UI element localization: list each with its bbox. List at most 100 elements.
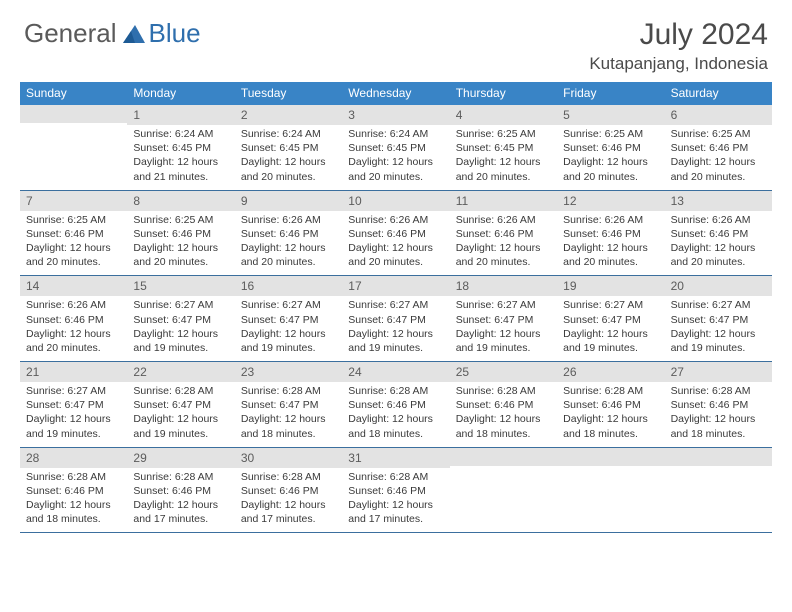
day-body: Sunrise: 6:28 AMSunset: 6:46 PMDaylight:… xyxy=(557,384,664,441)
day-body: Sunrise: 6:27 AMSunset: 6:47 PMDaylight:… xyxy=(557,298,664,355)
dow-mon: Monday xyxy=(127,82,234,105)
day-cell: 20Sunrise: 6:27 AMSunset: 6:47 PMDayligh… xyxy=(665,276,772,361)
day-body: Sunrise: 6:26 AMSunset: 6:46 PMDaylight:… xyxy=(450,213,557,270)
daylight-line: Daylight: 12 hours and 18 minutes. xyxy=(348,412,443,440)
day-number: 9 xyxy=(235,191,342,211)
daylight-line: Daylight: 12 hours and 18 minutes. xyxy=(26,498,121,526)
logo: General Blue xyxy=(24,18,201,49)
day-body: Sunrise: 6:28 AMSunset: 6:46 PMDaylight:… xyxy=(235,470,342,527)
day-cell: 16Sunrise: 6:27 AMSunset: 6:47 PMDayligh… xyxy=(235,276,342,361)
day-cell: 22Sunrise: 6:28 AMSunset: 6:47 PMDayligh… xyxy=(127,362,234,447)
sunset-line: Sunset: 6:46 PM xyxy=(671,227,766,241)
logo-word1: General xyxy=(24,18,117,49)
day-body: Sunrise: 6:26 AMSunset: 6:46 PMDaylight:… xyxy=(342,213,449,270)
daylight-line: Daylight: 12 hours and 21 minutes. xyxy=(133,155,228,183)
sunset-line: Sunset: 6:46 PM xyxy=(671,398,766,412)
day-body: Sunrise: 6:28 AMSunset: 6:47 PMDaylight:… xyxy=(235,384,342,441)
day-number: 6 xyxy=(665,105,772,125)
day-number: 11 xyxy=(450,191,557,211)
sunset-line: Sunset: 6:46 PM xyxy=(456,227,551,241)
day-body: Sunrise: 6:28 AMSunset: 6:46 PMDaylight:… xyxy=(127,470,234,527)
daylight-line: Daylight: 12 hours and 19 minutes. xyxy=(241,327,336,355)
day-cell: 19Sunrise: 6:27 AMSunset: 6:47 PMDayligh… xyxy=(557,276,664,361)
sunrise-line: Sunrise: 6:27 AM xyxy=(26,384,121,398)
daylight-line: Daylight: 12 hours and 18 minutes. xyxy=(241,412,336,440)
day-cell: 13Sunrise: 6:26 AMSunset: 6:46 PMDayligh… xyxy=(665,191,772,276)
logo-word2: Blue xyxy=(149,18,201,49)
day-cell: 6Sunrise: 6:25 AMSunset: 6:46 PMDaylight… xyxy=(665,105,772,190)
day-number: 22 xyxy=(127,362,234,382)
day-body: Sunrise: 6:27 AMSunset: 6:47 PMDaylight:… xyxy=(450,298,557,355)
day-body: Sunrise: 6:28 AMSunset: 6:46 PMDaylight:… xyxy=(450,384,557,441)
day-cell: 12Sunrise: 6:26 AMSunset: 6:46 PMDayligh… xyxy=(557,191,664,276)
day-body: Sunrise: 6:27 AMSunset: 6:47 PMDaylight:… xyxy=(665,298,772,355)
week-row: 21Sunrise: 6:27 AMSunset: 6:47 PMDayligh… xyxy=(20,362,772,448)
sunrise-line: Sunrise: 6:28 AM xyxy=(241,470,336,484)
week-row: 14Sunrise: 6:26 AMSunset: 6:46 PMDayligh… xyxy=(20,276,772,362)
daylight-line: Daylight: 12 hours and 17 minutes. xyxy=(133,498,228,526)
logo-sail-icon xyxy=(121,23,147,45)
day-cell: 11Sunrise: 6:26 AMSunset: 6:46 PMDayligh… xyxy=(450,191,557,276)
daylight-line: Daylight: 12 hours and 20 minutes. xyxy=(241,155,336,183)
day-number: 29 xyxy=(127,448,234,468)
sunrise-line: Sunrise: 6:28 AM xyxy=(348,470,443,484)
sunset-line: Sunset: 6:47 PM xyxy=(241,398,336,412)
daylight-line: Daylight: 12 hours and 18 minutes. xyxy=(456,412,551,440)
sunset-line: Sunset: 6:46 PM xyxy=(563,141,658,155)
daylight-line: Daylight: 12 hours and 20 minutes. xyxy=(348,241,443,269)
sunset-line: Sunset: 6:46 PM xyxy=(563,398,658,412)
day-number: 25 xyxy=(450,362,557,382)
dow-sun: Sunday xyxy=(20,82,127,105)
sunrise-line: Sunrise: 6:28 AM xyxy=(456,384,551,398)
daylight-line: Daylight: 12 hours and 20 minutes. xyxy=(26,327,121,355)
day-cell: 1Sunrise: 6:24 AMSunset: 6:45 PMDaylight… xyxy=(127,105,234,190)
sunrise-line: Sunrise: 6:24 AM xyxy=(133,127,228,141)
sunset-line: Sunset: 6:46 PM xyxy=(241,227,336,241)
day-number: 5 xyxy=(557,105,664,125)
sunrise-line: Sunrise: 6:25 AM xyxy=(563,127,658,141)
sunset-line: Sunset: 6:46 PM xyxy=(241,484,336,498)
day-body: Sunrise: 6:26 AMSunset: 6:46 PMDaylight:… xyxy=(20,298,127,355)
day-number: 16 xyxy=(235,276,342,296)
day-body: Sunrise: 6:24 AMSunset: 6:45 PMDaylight:… xyxy=(127,127,234,184)
sunset-line: Sunset: 6:46 PM xyxy=(456,398,551,412)
day-cell: 26Sunrise: 6:28 AMSunset: 6:46 PMDayligh… xyxy=(557,362,664,447)
day-number xyxy=(665,448,772,466)
daylight-line: Daylight: 12 hours and 20 minutes. xyxy=(348,155,443,183)
weeks-container: 1Sunrise: 6:24 AMSunset: 6:45 PMDaylight… xyxy=(20,105,772,533)
day-number: 8 xyxy=(127,191,234,211)
day-number: 1 xyxy=(127,105,234,125)
sunset-line: Sunset: 6:47 PM xyxy=(133,398,228,412)
sunrise-line: Sunrise: 6:25 AM xyxy=(456,127,551,141)
dow-thu: Thursday xyxy=(450,82,557,105)
day-cell: 30Sunrise: 6:28 AMSunset: 6:46 PMDayligh… xyxy=(235,448,342,533)
day-body: Sunrise: 6:25 AMSunset: 6:45 PMDaylight:… xyxy=(450,127,557,184)
header: General Blue July 2024 Kutapanjang, Indo… xyxy=(0,0,792,82)
dow-header-row: Sunday Monday Tuesday Wednesday Thursday… xyxy=(20,82,772,105)
sunset-line: Sunset: 6:47 PM xyxy=(26,398,121,412)
daylight-line: Daylight: 12 hours and 20 minutes. xyxy=(563,241,658,269)
calendar: Sunday Monday Tuesday Wednesday Thursday… xyxy=(0,82,792,533)
sunset-line: Sunset: 6:46 PM xyxy=(348,484,443,498)
day-number: 2 xyxy=(235,105,342,125)
sunset-line: Sunset: 6:46 PM xyxy=(133,484,228,498)
day-body: Sunrise: 6:26 AMSunset: 6:46 PMDaylight:… xyxy=(557,213,664,270)
day-number: 30 xyxy=(235,448,342,468)
daylight-line: Daylight: 12 hours and 20 minutes. xyxy=(671,155,766,183)
day-body: Sunrise: 6:27 AMSunset: 6:47 PMDaylight:… xyxy=(342,298,449,355)
daylight-line: Daylight: 12 hours and 19 minutes. xyxy=(563,327,658,355)
day-number: 18 xyxy=(450,276,557,296)
daylight-line: Daylight: 12 hours and 20 minutes. xyxy=(563,155,658,183)
sunrise-line: Sunrise: 6:25 AM xyxy=(671,127,766,141)
day-cell: 8Sunrise: 6:25 AMSunset: 6:46 PMDaylight… xyxy=(127,191,234,276)
day-body: Sunrise: 6:27 AMSunset: 6:47 PMDaylight:… xyxy=(235,298,342,355)
sunset-line: Sunset: 6:45 PM xyxy=(133,141,228,155)
day-cell: 2Sunrise: 6:24 AMSunset: 6:45 PMDaylight… xyxy=(235,105,342,190)
day-cell: 10Sunrise: 6:26 AMSunset: 6:46 PMDayligh… xyxy=(342,191,449,276)
sunset-line: Sunset: 6:46 PM xyxy=(348,398,443,412)
day-number: 10 xyxy=(342,191,449,211)
sunrise-line: Sunrise: 6:27 AM xyxy=(456,298,551,312)
day-cell: 28Sunrise: 6:28 AMSunset: 6:46 PMDayligh… xyxy=(20,448,127,533)
day-cell xyxy=(557,448,664,533)
daylight-line: Daylight: 12 hours and 19 minutes. xyxy=(26,412,121,440)
